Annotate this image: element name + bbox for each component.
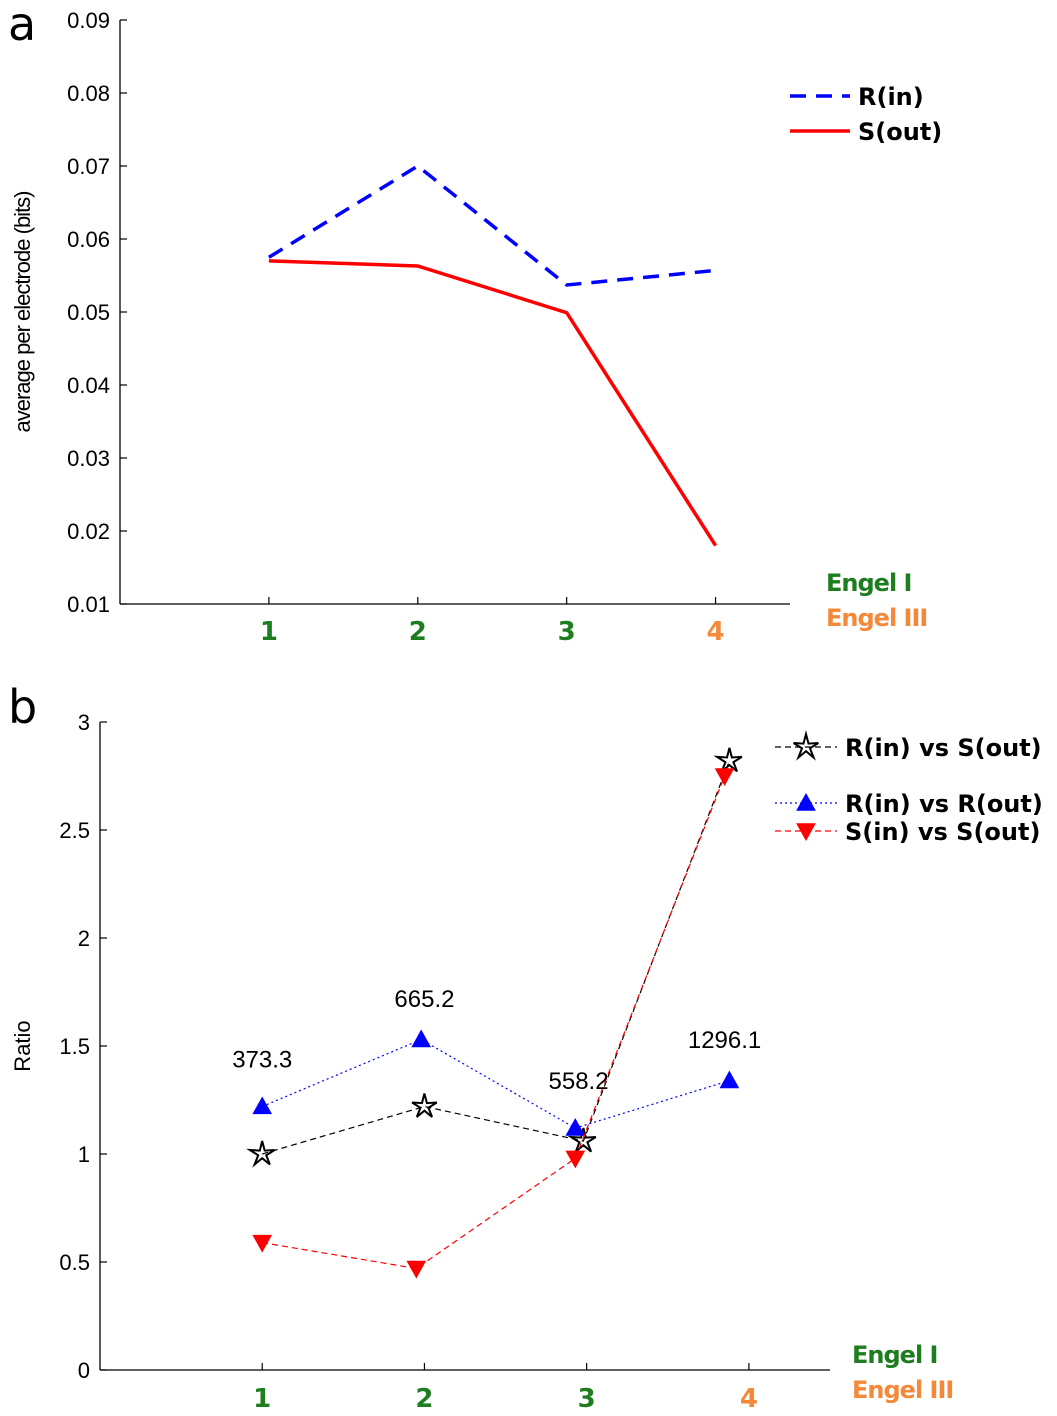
panel-label: b — [8, 680, 37, 734]
x-tick-label: 1 — [260, 617, 278, 647]
data-point — [246, 1140, 276, 1168]
y-tick-label: 2 — [78, 926, 90, 951]
y-tick-label: 1 — [78, 1142, 90, 1167]
y-tick-label: 0.01 — [67, 592, 110, 617]
y-tick-label: 1.5 — [59, 1034, 90, 1059]
data-point — [252, 1234, 273, 1253]
legend: R(in) vs S(out) R(in) vs R(out)S(in) vs S… — [775, 730, 1043, 846]
data-point — [719, 1070, 740, 1089]
x-tick-label: 2 — [415, 1384, 433, 1414]
y-tick-label: 0.05 — [67, 300, 110, 325]
y-tick-label: 2.5 — [59, 818, 90, 843]
data-point — [406, 1260, 427, 1279]
data-point — [567, 1127, 597, 1153]
data-point — [252, 1096, 273, 1115]
panel-label: a — [8, 0, 36, 51]
series-line — [261, 1038, 730, 1129]
legend-label: R(in) vs S(out) — [845, 734, 1042, 762]
chart-panel-a: a 0.01 0.02 0.03 0.04 0.05 0.06 0.07 0.08 0.09 1 2 3… — [8, 0, 942, 647]
y-tick-label: 0.5 — [59, 1250, 90, 1275]
series-line — [262, 775, 726, 1270]
legend: R(in) S(out) — [790, 83, 942, 146]
legend-label: S(out) — [858, 118, 942, 146]
data-point — [565, 1118, 586, 1136]
y-tick-label: 0.07 — [67, 154, 110, 179]
legend-label: R(in) vs R(out) — [845, 790, 1043, 818]
group-label-engel-1: Engel I — [826, 569, 911, 597]
y-tick-label: 0.08 — [67, 81, 110, 106]
series-line — [267, 163, 716, 287]
y-tick-label: 0 — [78, 1358, 90, 1383]
x-tick-label: 3 — [578, 1384, 596, 1414]
x-tick-label: 2 — [409, 617, 427, 647]
legend-marker — [796, 823, 816, 842]
y-tick-label: 0.06 — [67, 227, 110, 252]
y-tick-label: 3 — [78, 710, 90, 735]
y-tick-label: 0.03 — [67, 446, 110, 471]
y-tick-label: 0.09 — [67, 8, 110, 33]
series-line — [268, 259, 718, 547]
y-tick-label: 0.04 — [67, 373, 110, 398]
x-tick-label: 1 — [253, 1384, 271, 1414]
legend-marker — [793, 730, 819, 761]
data-point — [713, 747, 743, 775]
legend-label: S(in) vs S(out) — [845, 818, 1040, 846]
y-axis-label: average per electrode (bits) — [10, 191, 35, 432]
y-axis-label: Ratio — [10, 1020, 35, 1071]
data-annotation: 1296.1 — [688, 1027, 761, 1054]
group-label-engel-3: Engel III — [852, 1376, 953, 1404]
group-label-engel-3: Engel III — [826, 604, 927, 632]
data-annotation: 558.2 — [549, 1068, 609, 1095]
legend-marker — [796, 792, 816, 811]
group-label-engel-1: Engel I — [852, 1341, 937, 1369]
x-tick-label: 3 — [558, 617, 576, 647]
x-tick-label: 4 — [740, 1384, 758, 1414]
data-annotation: 373.3 — [232, 1047, 292, 1074]
legend-label: R(in) — [858, 83, 924, 111]
series-line — [262, 760, 730, 1155]
y-tick-label: 0.02 — [67, 519, 110, 544]
data-point — [565, 1150, 586, 1169]
data-annotation: 665.2 — [394, 986, 454, 1013]
x-tick-label: 4 — [707, 617, 725, 647]
data-point — [411, 1029, 432, 1048]
data-point — [411, 1093, 438, 1118]
chart-panel-b: b 0 0.5 1 1.5 2 2.5 3 1 2 3 4 Ratio 373.3 665.2 558.2 12… — [8, 680, 1043, 1414]
data-point — [714, 768, 735, 787]
